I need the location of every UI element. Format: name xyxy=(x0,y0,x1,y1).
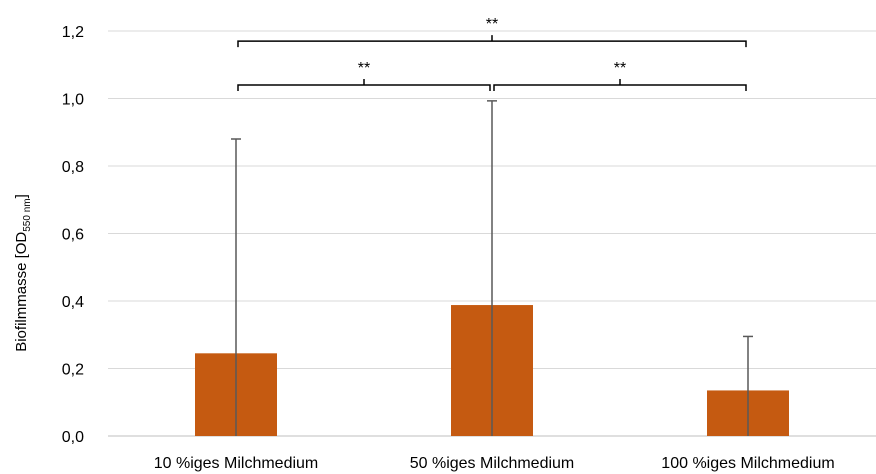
significance-label: ** xyxy=(358,60,370,77)
y-axis-label-sub: 550 nm xyxy=(22,198,33,231)
significance-bracket xyxy=(237,35,747,48)
error-bars xyxy=(231,100,753,436)
y-axis-label-end: ] xyxy=(13,194,30,198)
y-axis-label-main: Biofilmmasse [OD xyxy=(13,232,30,352)
y-tick-label: 1,2 xyxy=(62,24,84,41)
y-tick-label: 0,6 xyxy=(62,227,84,244)
y-tick-label: 0,2 xyxy=(62,362,84,379)
category-label: 50 %iges Milchmedium xyxy=(410,455,575,472)
category-label: 10 %iges Milchmedium xyxy=(154,455,319,472)
y-axis-label: Biofilmmasse [OD550 nm] xyxy=(13,194,33,352)
y-tick-label: 0,4 xyxy=(62,294,84,311)
significance-bracket xyxy=(237,79,491,91)
y-tick-label: 0,0 xyxy=(62,429,84,446)
significance-label: ** xyxy=(486,16,498,33)
significance-label: ** xyxy=(614,60,626,77)
category-label: 100 %iges Milchmedium xyxy=(661,455,834,472)
y-tick-labels: 0,0 0,2 0,4 0,6 0,8 1,0 1,2 xyxy=(62,24,84,446)
significance-bracket xyxy=(493,79,747,91)
y-tick-label: 1,0 xyxy=(62,92,84,109)
y-tick-label: 0,8 xyxy=(62,159,84,176)
category-labels: 10 %iges Milchmedium 50 %iges Milchmedium… xyxy=(154,455,835,472)
significance-brackets: ** ** ** xyxy=(237,16,747,91)
